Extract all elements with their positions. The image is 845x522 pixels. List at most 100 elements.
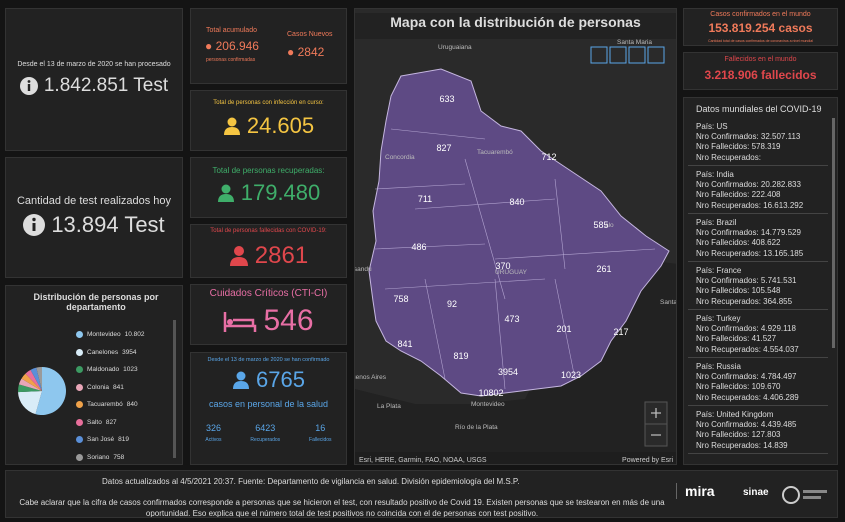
legend-name: Montevideo [87, 331, 121, 339]
department-label: 827 [436, 143, 451, 153]
value-row: 6765 [191, 367, 346, 393]
breakdown-value: 6423 [255, 423, 276, 433]
pie-slice [30, 367, 42, 391]
logo-msp [782, 486, 827, 504]
legend-name: Soriano [87, 453, 110, 461]
place-label: URUGUAY [495, 269, 528, 276]
pie-chart [18, 320, 176, 458]
attribution: Esri, HERE, Garmin, FAO, NOAA, USGS [359, 457, 487, 464]
legend-value: 1023 [123, 366, 138, 374]
panel-title: Datos mundiales del COVID-19 [696, 104, 822, 114]
place-label: Santa Maria [617, 39, 652, 46]
place-label: Santa Vitória do Palmar [660, 299, 677, 306]
country-list: País: US Nro Confirmados: 32.507.113 Nro F… [688, 118, 828, 454]
place-label: La Plata [377, 403, 401, 410]
label: Cuidados Críticos (CTI-CI) [209, 288, 328, 299]
map: Uruguaiana Santa Maria Concordia Tacuarembó… [355, 39, 677, 464]
person-icon [229, 246, 248, 266]
breakdown-item: 6423 Recuperados [250, 423, 280, 443]
panel-title: Distribución de personas por departament… [33, 292, 159, 312]
department-label: 217 [613, 327, 628, 337]
legend-name: Canelones [87, 348, 119, 356]
country-line: Nro Recuperados: 4.554.037 [696, 344, 799, 354]
country-line: Nro Recuperados: 13.165.185 [696, 248, 804, 258]
country-line: Nro Fallecidos: 408.622 [696, 238, 781, 248]
value-row: 2861 [191, 242, 346, 270]
country-line: Nro Confirmados: 20.282.833 [696, 180, 801, 190]
value: 546 [263, 304, 314, 337]
value: 6765 [256, 367, 305, 392]
legend-item: San José 819 [76, 431, 171, 449]
legend-item: Canelones 3954 [76, 344, 171, 362]
label: Total de personas con infección en curso… [213, 100, 324, 106]
breakdown-label: Fallecidos [309, 437, 332, 443]
country-line: País: India [696, 170, 734, 179]
note: Cabe aclarar que la cifra de casos confi… [19, 498, 665, 517]
legend: Montevideo 10.802 Canelones 3954 Maldonado 10… [76, 326, 171, 464]
total-panel: Total acumulado ● 206.946 personas confi… [190, 8, 347, 84]
country-entry: País: United Kingdom Nro Confirmados: 4.4… [688, 406, 828, 454]
department-label: 370 [495, 261, 510, 271]
country-line: Nro Confirmados: 4.929.118 [696, 324, 796, 334]
label: Casos confirmados en el mundo [710, 11, 811, 18]
value-text: 206.946 [215, 39, 259, 53]
value-text: 2842 [297, 45, 325, 59]
department-label: 819 [453, 351, 468, 361]
scrollbar [173, 320, 176, 458]
department-label: 841 [397, 339, 412, 349]
label: Fallecidos en el mundo [724, 56, 797, 63]
country-line: Nro Confirmados: 14.779.529 [696, 228, 801, 238]
department-label: 473 [504, 314, 519, 324]
value-row: 1.842.851 Test [6, 75, 182, 97]
legend-item: Salto 827 [76, 414, 171, 432]
country-line: País: Brazil [696, 218, 737, 227]
powered-by: Powered by Esri [622, 457, 673, 464]
department-label: 201 [556, 324, 571, 334]
value: 2861 [254, 242, 309, 269]
footer: Datos actualizados al 4/5/2021 20:37. Fu… [5, 470, 838, 518]
place-label: Uruguaiana [438, 44, 472, 51]
caption: Cantidad total de casos confirmados de c… [708, 39, 813, 43]
attribution-bar [355, 452, 676, 464]
department-label: 712 [541, 152, 556, 162]
department-label: 840 [509, 197, 524, 207]
map-toolbar[interactable] [590, 46, 665, 64]
department-label: 3954 [498, 367, 518, 377]
department-label: 261 [596, 264, 611, 274]
distribution-panel: Distribución de personas por departament… [5, 285, 183, 465]
legend-swatch [76, 436, 83, 444]
place-label: aysandú [355, 266, 372, 273]
legend-item: Montevideo 10.802 [76, 326, 171, 344]
country-line: Nro Confirmados: 32.507.113 [696, 132, 801, 142]
deceased-panel: Total de personas fallecidas con COVID-1… [190, 224, 347, 278]
caption: Cantidad de test realizados hoy [16, 195, 172, 207]
legend-name: San José [87, 436, 115, 444]
legend-swatch [76, 401, 83, 409]
department-label: 585 [593, 220, 608, 230]
legend-value: 758 [113, 453, 125, 461]
country-line: Nro Confirmados: 4.784.497 [696, 372, 797, 382]
legend-name: Salto [87, 418, 102, 426]
person-icon [223, 117, 240, 135]
country-line: Nro Fallecidos: 222.408 [696, 190, 781, 200]
caption: Desde el 13 de marzo de 2020 se han proc… [17, 61, 171, 68]
pie-slice [25, 369, 42, 391]
country-line: País: United Kingdom [696, 410, 774, 419]
country-line: Nro Recuperados: 14.839 [696, 440, 788, 450]
country-line: Nro Fallecidos: 578.319 [696, 142, 781, 152]
legend-value: 3954 [122, 348, 137, 356]
place-label: uenos Aires [355, 374, 387, 381]
pie-slice [35, 367, 66, 415]
department-label: 711 [418, 194, 432, 204]
country-entry: País: Brazil Nro Confirmados: 14.779.529 N… [688, 214, 828, 262]
zoom-controls[interactable] [644, 401, 668, 447]
breakdown-value: 16 [315, 423, 326, 433]
value: ● 206.946 [205, 39, 259, 53]
world-deaths-panel: Fallecidos en el mundo 3.218.906 falleci… [683, 52, 838, 90]
bed-icon [224, 312, 257, 332]
tests-panel: Desde el 13 de marzo de 2020 se han proc… [5, 8, 183, 151]
country-line: Nro Fallecidos: 41.527 [696, 334, 777, 344]
department-label: 758 [393, 294, 408, 304]
label: Casos Nuevos [287, 31, 333, 38]
person-icon [233, 371, 250, 389]
